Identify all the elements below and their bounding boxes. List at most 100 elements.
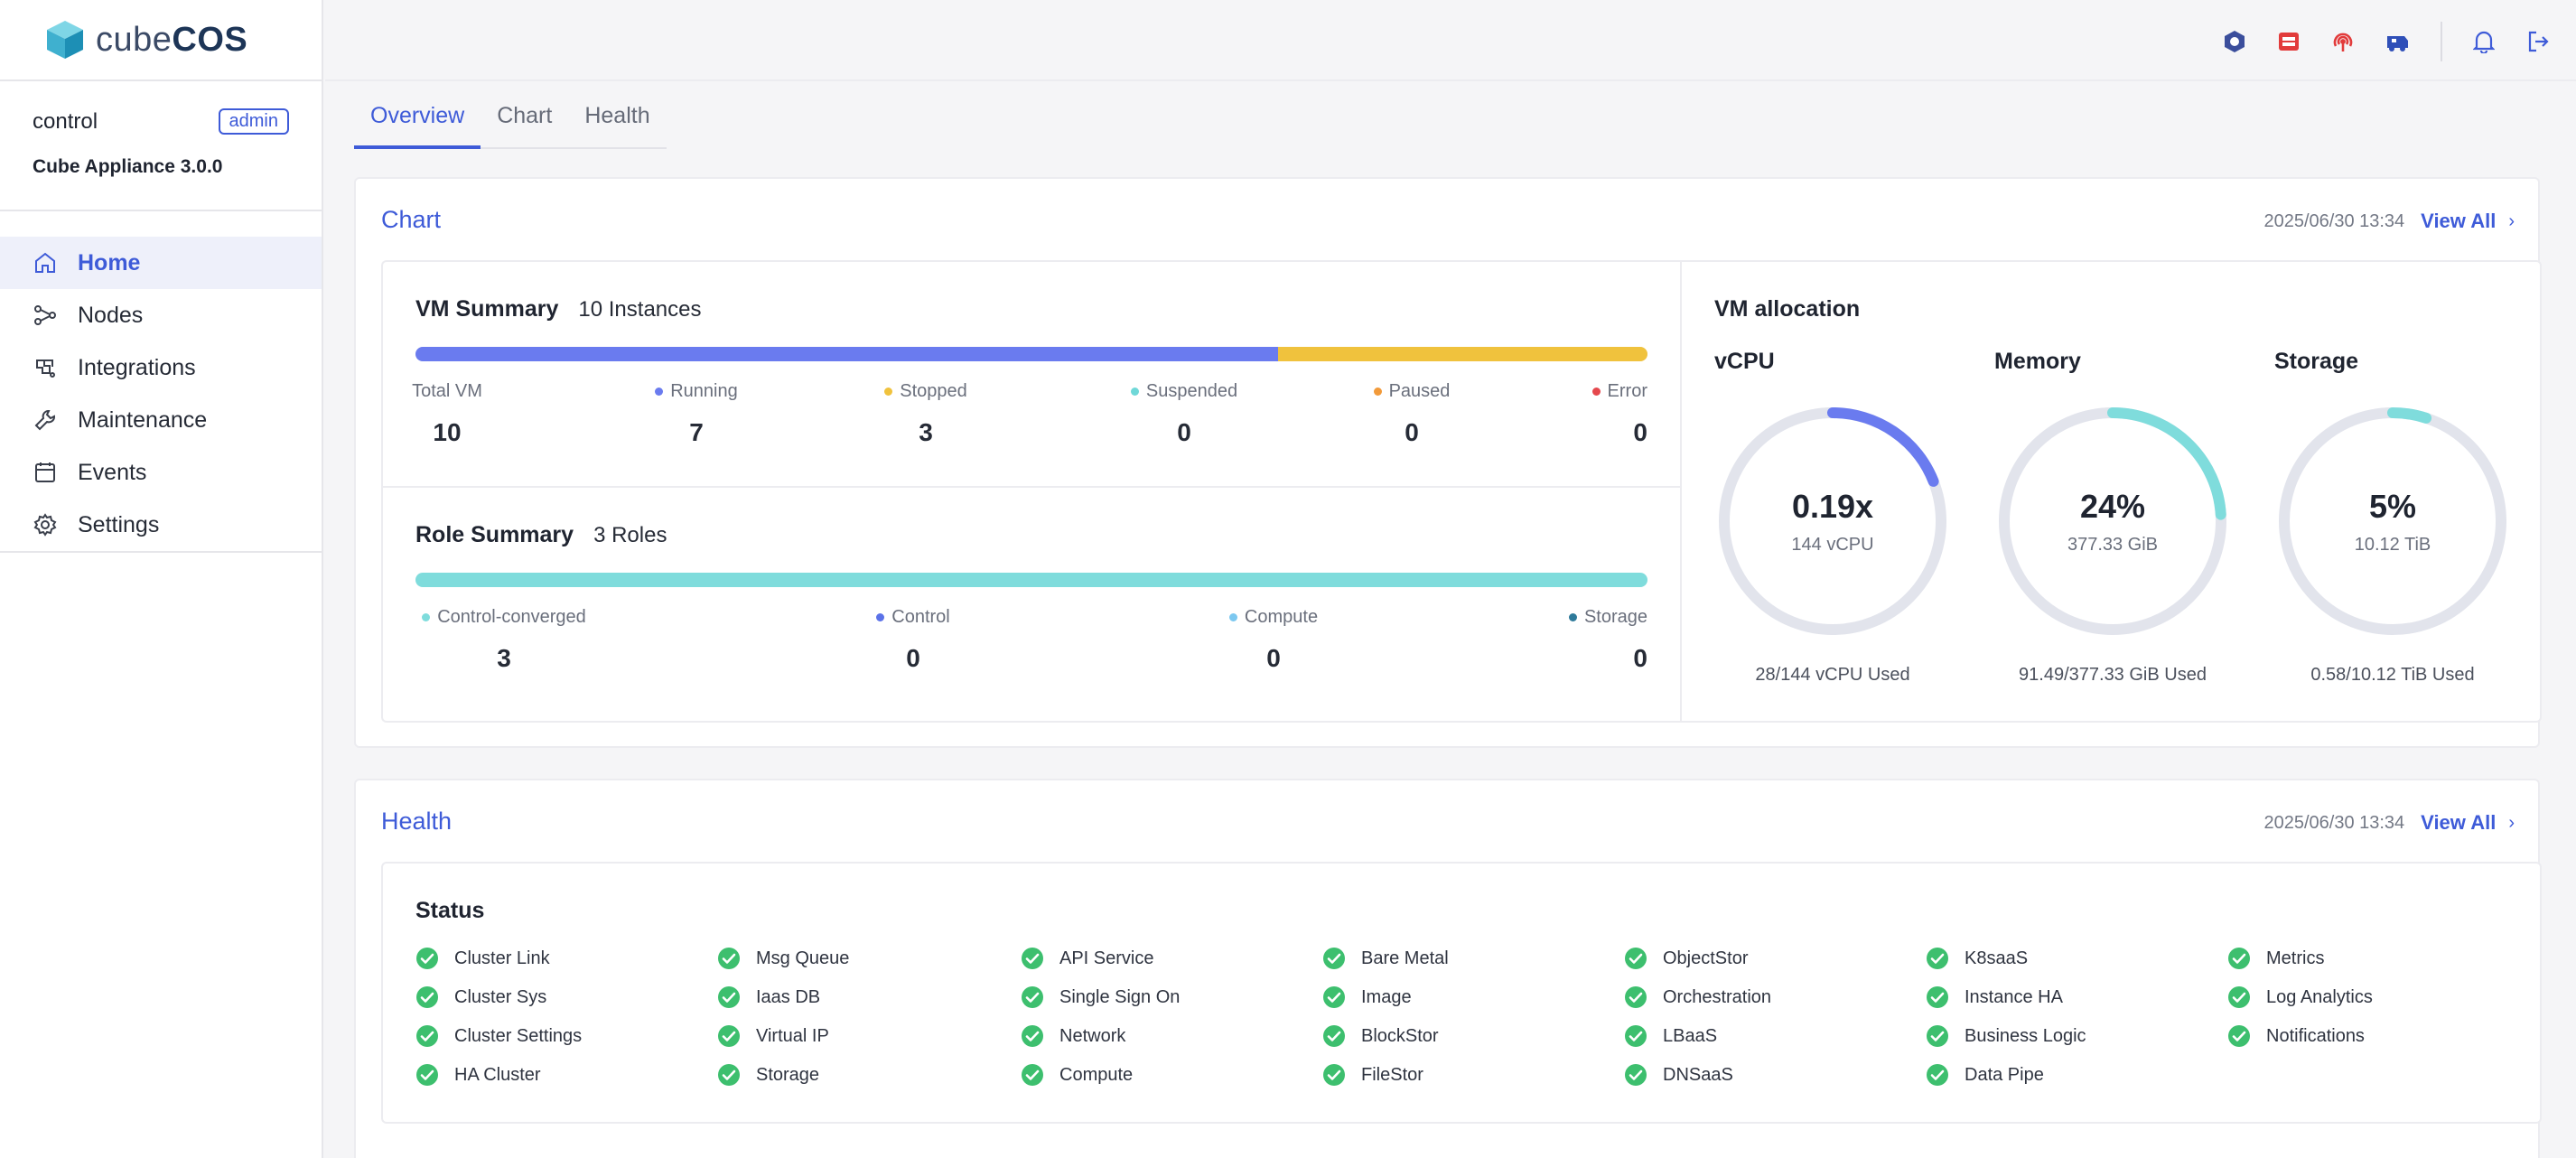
control-dot <box>876 613 885 621</box>
vcpu-gauge-ring <box>1719 407 1946 635</box>
status-item: Single Sign On <box>1021 985 1180 1009</box>
service-icon-1[interactable] <box>2217 23 2253 60</box>
status-label: HA Cluster <box>454 1064 541 1085</box>
sidebar: cubeCOS control admin Cube Appliance 3.0… <box>0 0 323 1158</box>
tab-bar: Overview Chart Health <box>354 94 667 149</box>
health-card: Health 2025/06/30 13:34 View All › Statu… <box>354 779 2542 1158</box>
sidebar-nav: Home Nodes Integrations Maintenance Even… <box>0 211 322 553</box>
vm-bar-segment-stopped <box>1277 347 1647 361</box>
logo[interactable]: cubeCOS <box>0 0 322 81</box>
stat-label: Total VM <box>412 381 482 401</box>
storage-title: Storage <box>2274 349 2359 374</box>
status-item: Data Pipe <box>1926 1063 2044 1087</box>
chart-card: Chart 2025/06/30 13:34 View All › VM Sum… <box>354 177 2542 748</box>
bell-icon[interactable] <box>2466 23 2502 60</box>
status-label: Cluster Sys <box>454 986 547 1007</box>
stat-storage: Storage 0 <box>1530 607 1647 673</box>
sidebar-item-label: Nodes <box>78 302 144 328</box>
status-item: K8saaS <box>1926 947 2028 970</box>
status-label: ObjectStor <box>1663 948 1749 968</box>
service-icon-2[interactable] <box>2271 23 2307 60</box>
status-label: Single Sign On <box>1059 986 1181 1007</box>
check-circle-icon <box>1323 1064 1345 1086</box>
gauge-fill-arc <box>1719 407 1946 635</box>
check-circle-icon <box>1323 1025 1345 1047</box>
status-label: Cluster Settings <box>454 1025 583 1046</box>
status-item: HA Cluster <box>415 1063 541 1087</box>
status-item: Instance HA <box>1926 985 2063 1009</box>
status-item: FileStor <box>1322 1063 1423 1087</box>
sidebar-item-maintenance[interactable]: Maintenance <box>0 394 322 446</box>
check-circle-icon <box>718 1064 740 1086</box>
role-bar <box>415 573 1647 587</box>
check-circle-icon <box>718 986 740 1008</box>
integrations-icon <box>36 360 55 378</box>
view-all-link[interactable]: View All <box>2421 811 2497 834</box>
status-label: Data Pipe <box>1965 1064 2044 1085</box>
status-item: ObjectStor <box>1624 947 1748 970</box>
stat-value: 7 <box>689 418 704 446</box>
sidebar-item-home[interactable]: Home <box>0 237 322 289</box>
cube-logo-icon <box>47 21 83 59</box>
user-box: control admin Cube Appliance 3.0.0 <box>0 81 322 211</box>
status-label: Image <box>1361 986 1412 1007</box>
status-label: Iaas DB <box>756 986 821 1007</box>
check-circle-icon <box>718 1025 740 1047</box>
check-circle-icon <box>1625 1064 1647 1086</box>
vm-allocation-panel: VM allocation vCPU 0.19x 144 vCPU 28/144… <box>1680 260 2542 723</box>
stat-label: Control-converged <box>437 607 586 627</box>
sidebar-item-integrations[interactable]: Integrations <box>0 341 322 394</box>
status-item: Cluster Settings <box>415 1024 582 1048</box>
check-circle-icon <box>1022 1064 1043 1086</box>
stat-label: Error <box>1607 381 1647 401</box>
memory-title: Memory <box>1994 349 2081 374</box>
memory-used: 91.49/377.33 GiB Used <box>2019 665 2207 685</box>
status-label: Cluster Link <box>454 948 550 968</box>
gauge-fill-arc <box>1999 407 2226 635</box>
stat-value: 0 <box>1633 644 1647 672</box>
chevron-right-icon[interactable]: › <box>2508 210 2515 231</box>
chevron-right-icon[interactable]: › <box>2508 812 2515 833</box>
tab-health[interactable]: Health <box>584 103 650 128</box>
card-title: Health <box>381 808 453 835</box>
check-circle-icon <box>1927 1064 1948 1086</box>
brand-prefix: cube <box>96 20 173 59</box>
status-label: Virtual IP <box>756 1025 829 1046</box>
sidebar-item-label: Home <box>78 249 141 275</box>
status-label: Orchestration <box>1663 986 1772 1007</box>
stat-control: Control 0 <box>854 607 972 673</box>
storage-gauge: 5% 10.12 TiB <box>2274 403 2511 640</box>
tab-chart[interactable]: Chart <box>497 103 553 128</box>
topbar-icons <box>2198 22 2556 61</box>
memory-percent: 24% <box>2079 487 2146 525</box>
stat-label: Storage <box>1583 607 1647 627</box>
status-label: API Service <box>1059 948 1154 968</box>
stat-value: 0 <box>906 644 920 672</box>
stat-compute: Compute 0 <box>1210 607 1337 673</box>
check-circle-icon <box>1927 948 1948 969</box>
tab-overview[interactable]: Overview <box>354 94 481 149</box>
service-icon-4[interactable] <box>2379 23 2415 60</box>
status-item: Bare Metal <box>1322 947 1449 970</box>
status-item: Metrics <box>2227 947 2324 970</box>
timestamp: 2025/06/30 13:34 <box>2263 210 2405 231</box>
stat-control-converged: Control-converged 3 <box>415 607 593 673</box>
storage-dot <box>1568 613 1577 621</box>
sidebar-item-events[interactable]: Events <box>0 446 322 499</box>
vcpu-title: vCPU <box>1714 349 1775 374</box>
service-icon-3[interactable] <box>2325 23 2361 60</box>
check-circle-icon <box>416 948 438 969</box>
timestamp: 2025/06/30 13:34 <box>2263 812 2405 833</box>
sidebar-item-settings[interactable]: Settings <box>0 499 322 551</box>
view-all-link[interactable]: View All <box>2421 210 2497 232</box>
check-circle-icon <box>416 1064 438 1086</box>
stat-total-vm: Total VM 10 <box>412 381 482 447</box>
storage-total: 10.12 TiB <box>2354 534 2431 555</box>
logout-icon[interactable] <box>2520 23 2556 60</box>
stat-value: 10 <box>433 418 462 446</box>
status-label: Network <box>1059 1025 1126 1046</box>
sidebar-item-nodes[interactable]: Nodes <box>0 289 322 341</box>
summary-panel: VM Summary 10 Instances Total VM 10 Runni… <box>381 260 1682 723</box>
nodes-icon <box>34 305 56 325</box>
storage-percent: 5% <box>2368 487 2417 525</box>
